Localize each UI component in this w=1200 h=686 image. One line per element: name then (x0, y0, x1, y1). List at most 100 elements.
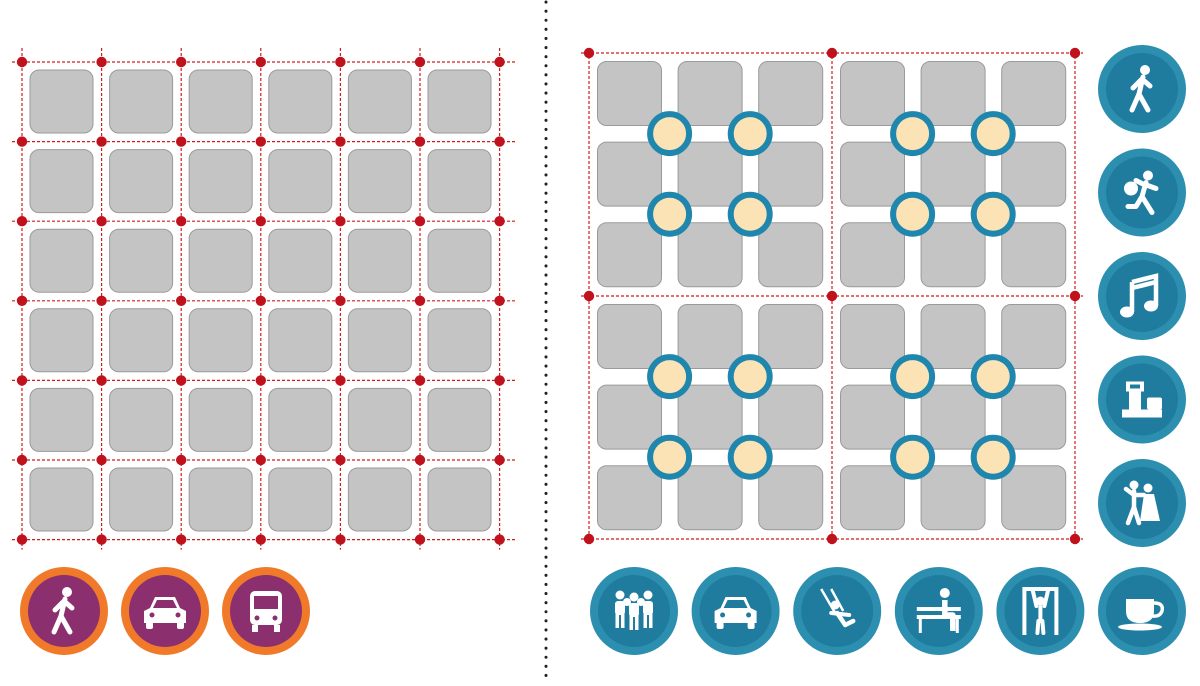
city-block (109, 69, 174, 134)
intersection-node (414, 136, 426, 147)
plaza-node (970, 434, 1016, 480)
intersection-node (414, 375, 426, 386)
city-block (268, 69, 333, 134)
pedestrian-icon (1098, 45, 1186, 133)
city-block (597, 61, 662, 126)
city-block (1001, 384, 1067, 450)
intersection-node (96, 295, 107, 306)
intersection-node (176, 534, 187, 545)
city-block (347, 467, 412, 532)
city-block (840, 384, 905, 450)
city-block (427, 149, 492, 214)
intersection-node (176, 136, 187, 147)
city-block (427, 387, 492, 452)
intersection-node (583, 47, 595, 59)
intersection-node (16, 136, 28, 147)
intersection-node (16, 375, 28, 386)
child-swing-icon (793, 567, 882, 655)
city-block (188, 149, 253, 214)
intersection-node (96, 136, 107, 147)
city-block (920, 465, 986, 531)
city-block (109, 228, 174, 293)
intersection-node (494, 534, 505, 545)
city-block (840, 222, 905, 288)
person-on-bench-icon (894, 567, 983, 655)
car-icon (121, 567, 209, 655)
city-block (677, 465, 743, 531)
intersection-node (1069, 533, 1081, 545)
plaza-node (727, 111, 773, 157)
plaza-node (970, 111, 1016, 157)
city-block (677, 222, 743, 288)
city-block (1001, 222, 1067, 288)
city-block (597, 384, 662, 450)
intersection-node (335, 295, 346, 306)
intersection-node (96, 56, 107, 68)
city-block (1001, 465, 1067, 531)
intersection-node (255, 454, 266, 466)
city-block (920, 61, 986, 126)
intersection-node (176, 375, 187, 386)
plaza-node (647, 191, 693, 237)
intersection-node (176, 56, 187, 68)
city-block (268, 228, 333, 293)
city-block (188, 69, 253, 134)
intersection-node (414, 454, 426, 466)
intersection-node (176, 295, 187, 306)
city-block (109, 387, 174, 452)
city-block (758, 61, 824, 126)
intersection-node (826, 533, 838, 545)
city-block (347, 308, 412, 373)
city-block (268, 149, 333, 214)
intersection-node (826, 47, 838, 59)
intersection-node (16, 295, 28, 306)
music-note-icon (1098, 252, 1186, 340)
city-block (188, 467, 253, 532)
intersection-node (16, 454, 28, 466)
intersection-node (335, 375, 346, 386)
intersection-node (255, 375, 266, 386)
intersection-node (414, 534, 426, 545)
intersection-node (335, 216, 346, 227)
football-player-icon (1098, 148, 1186, 237)
city-block (758, 465, 824, 531)
city-block (1001, 141, 1067, 207)
intersection-node (335, 136, 346, 147)
intersection-node (16, 56, 28, 68)
intersection-node (255, 56, 266, 68)
intersection-node (255, 295, 266, 306)
city-block (677, 141, 743, 207)
left-icon-row (20, 567, 310, 655)
plaza-node (727, 354, 773, 400)
city-block (920, 222, 986, 288)
intersection-node (414, 56, 426, 68)
intersection-node (176, 216, 187, 227)
city-block (920, 141, 986, 207)
city-block (1001, 61, 1067, 126)
plaza-node (970, 354, 1016, 400)
plaza-node (890, 111, 936, 157)
city-block (188, 308, 253, 373)
city-block (29, 467, 94, 532)
city-block (188, 387, 253, 452)
bus-icon (222, 567, 310, 655)
coffee-cup-icon (1098, 567, 1186, 655)
plaza-node (647, 354, 693, 400)
city-block (427, 467, 492, 532)
city-block (109, 308, 174, 373)
intersection-node (176, 454, 187, 466)
city-block (840, 304, 905, 369)
right-bottom-icon-row (590, 567, 1186, 655)
city-block (29, 308, 94, 373)
city-block (758, 141, 824, 207)
intersection-node (16, 534, 28, 545)
city-block (347, 387, 412, 452)
intersection-node (1069, 290, 1081, 302)
intersection-node (494, 454, 505, 466)
city-block (758, 304, 824, 369)
left-grid-network (12, 48, 516, 550)
city-block (29, 228, 94, 293)
plaza-node (970, 191, 1016, 237)
city-block (347, 69, 412, 134)
